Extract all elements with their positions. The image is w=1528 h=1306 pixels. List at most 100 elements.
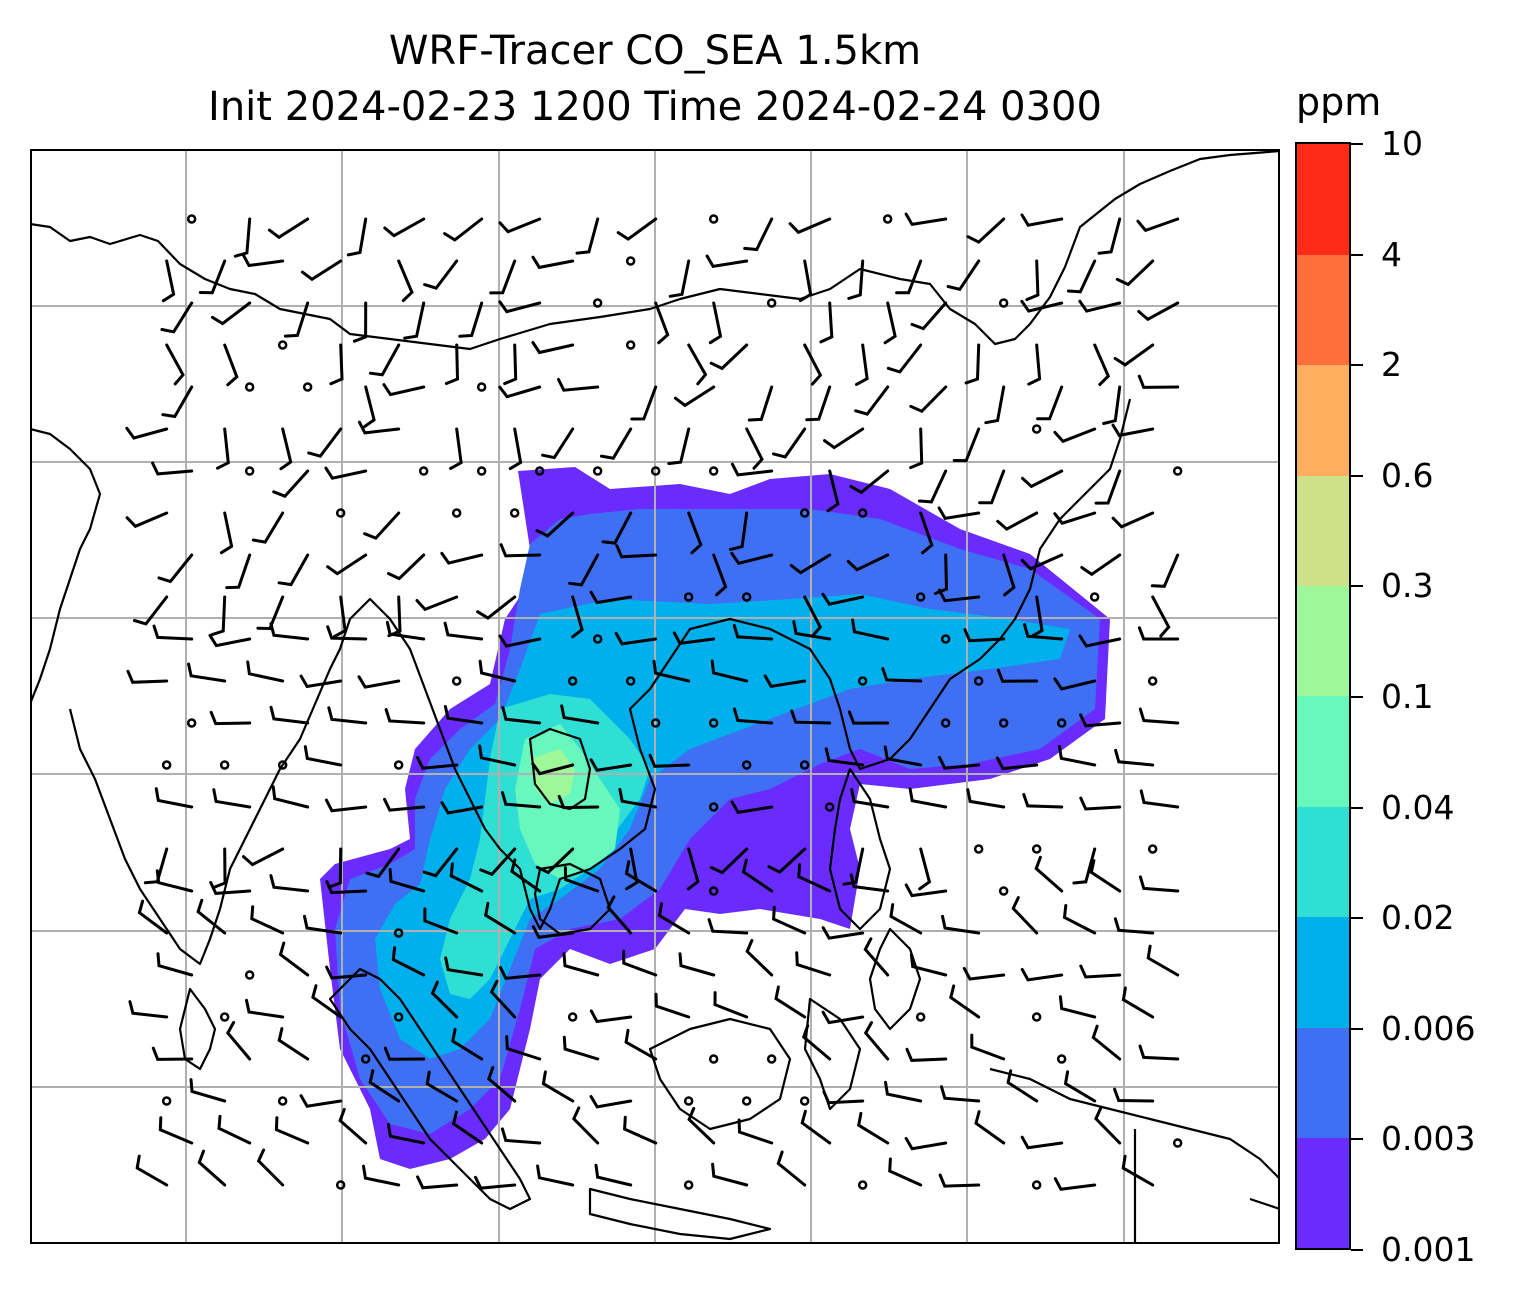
calm-wind-marker xyxy=(1031,1180,1042,1190)
wind-barb xyxy=(826,469,840,513)
wind-barb xyxy=(789,553,832,575)
wind-barb xyxy=(918,847,932,891)
wind-barb xyxy=(277,1027,310,1061)
wind-barb xyxy=(143,847,169,885)
wind-barb xyxy=(908,787,948,809)
wind-barb xyxy=(388,868,426,893)
wind-barb xyxy=(798,259,813,303)
wind-barb xyxy=(363,511,401,540)
wind-barb xyxy=(657,902,691,935)
wind-barb xyxy=(730,551,774,566)
wind-barb xyxy=(803,595,823,638)
wind-barb xyxy=(501,791,542,809)
wind-barb xyxy=(416,756,459,770)
wind-barb xyxy=(327,706,368,725)
wind-barb xyxy=(498,217,542,234)
colorbar-tick-label: 2 xyxy=(1381,345,1402,385)
wind-barb xyxy=(673,385,716,408)
wind-barb xyxy=(797,863,832,893)
calm-wind-marker xyxy=(360,1054,371,1064)
wind-barb xyxy=(333,595,347,638)
colorbar-band xyxy=(1297,144,1349,255)
wind-barb xyxy=(303,914,343,935)
wind-barb xyxy=(303,745,343,767)
wind-barb xyxy=(728,511,749,551)
wind-barb xyxy=(1011,896,1039,935)
wind-barb xyxy=(212,847,227,889)
calm-wind-marker xyxy=(882,214,893,224)
wind-barb xyxy=(767,847,807,874)
wind-barb xyxy=(1020,213,1064,227)
wind-barb xyxy=(1136,217,1180,233)
wind-barb xyxy=(209,881,252,895)
wind-barb xyxy=(217,1114,252,1145)
wind-barb xyxy=(157,553,194,584)
wind-barb xyxy=(1111,511,1155,529)
wind-barb xyxy=(233,217,252,258)
wind-barb xyxy=(996,668,1039,683)
calm-wind-marker xyxy=(998,298,1009,308)
wind-barb xyxy=(616,217,658,241)
wind-barb xyxy=(847,259,865,300)
wind-barb xyxy=(709,343,749,371)
wind-barb xyxy=(277,553,310,587)
wind-barb xyxy=(299,674,343,689)
wind-barb xyxy=(156,952,194,977)
wind-barb xyxy=(478,659,517,683)
wind-barb xyxy=(589,590,633,605)
calm-wind-marker xyxy=(973,676,984,686)
calm-wind-marker xyxy=(708,718,719,728)
wind-barb xyxy=(919,511,934,555)
wind-barb xyxy=(1113,1087,1155,1103)
wind-barb xyxy=(151,461,194,476)
calm-wind-marker xyxy=(335,1180,346,1190)
wind-barb xyxy=(161,385,194,419)
calm-wind-marker xyxy=(998,886,1009,896)
wind-barb xyxy=(618,787,658,809)
co-tracer-plume-layer xyxy=(320,467,1110,1169)
wind-barb xyxy=(1094,469,1122,505)
wind-barb xyxy=(937,588,981,603)
calm-wind-marker xyxy=(708,1054,719,1064)
wind-barb xyxy=(774,985,807,1019)
colorbar-band xyxy=(1297,254,1349,366)
wind-barb xyxy=(1053,511,1097,525)
wind-barb xyxy=(863,937,890,977)
wind-barb xyxy=(668,259,691,298)
calm-wind-marker xyxy=(741,592,752,602)
calm-wind-marker xyxy=(625,256,636,266)
calm-wind-marker xyxy=(741,760,752,770)
calm-wind-marker xyxy=(244,970,255,980)
wind-barb xyxy=(962,966,1006,981)
calm-wind-marker xyxy=(1031,424,1042,434)
calm-wind-marker xyxy=(451,676,462,686)
wind-barb xyxy=(1138,875,1180,893)
wind-barb xyxy=(905,1047,948,1062)
wind-barb xyxy=(889,903,923,935)
wind-barb xyxy=(801,1024,832,1061)
colorbar-tick xyxy=(1351,1249,1363,1251)
wind-barb xyxy=(403,301,426,340)
wind-barb xyxy=(557,378,600,392)
colorbar xyxy=(1295,142,1351,1250)
wind-barb xyxy=(1053,427,1097,444)
wind-barb xyxy=(1078,634,1122,648)
wind-barb xyxy=(572,1106,600,1145)
wind-barb xyxy=(1114,748,1155,767)
wind-barb xyxy=(1097,217,1122,255)
wind-barb xyxy=(212,788,252,809)
wind-barb xyxy=(300,259,343,282)
wind-barb xyxy=(324,466,368,480)
wind-barb xyxy=(415,595,459,612)
calm-wind-marker xyxy=(1056,1054,1067,1064)
calm-wind-marker xyxy=(509,508,520,518)
wind-barb xyxy=(654,992,691,1019)
colorbar-tick xyxy=(1351,1027,1363,1030)
wind-barb xyxy=(1063,1070,1097,1103)
wind-barb xyxy=(978,469,1006,505)
wind-barb xyxy=(849,873,890,893)
wind-barb xyxy=(1078,299,1122,313)
wind-barb xyxy=(1102,385,1122,425)
wind-barb xyxy=(1089,859,1122,893)
wind-barb xyxy=(152,624,194,641)
